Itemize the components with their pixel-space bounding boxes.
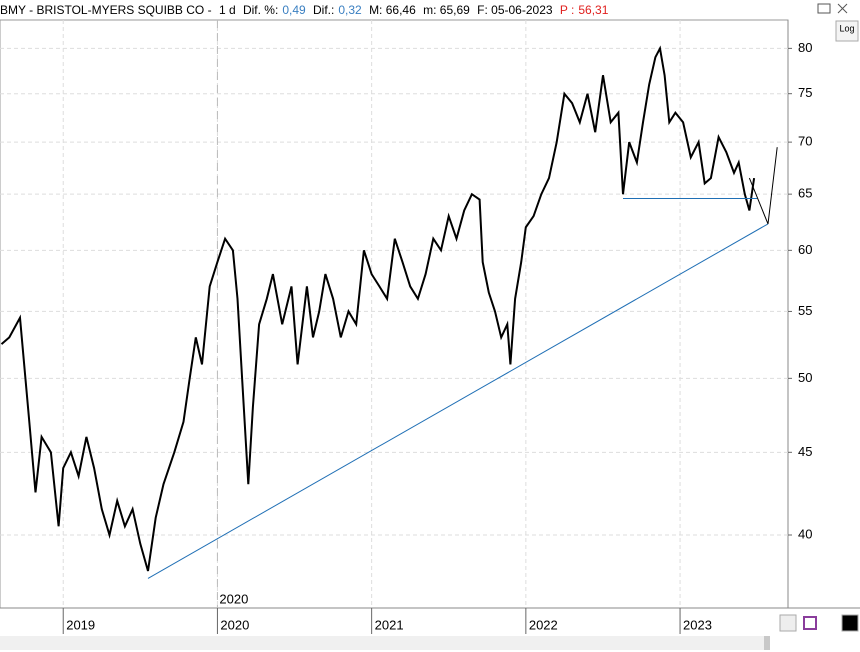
dif: 0,32 bbox=[338, 3, 362, 17]
p: 56,31 bbox=[578, 3, 609, 17]
dif-label: Dif.: bbox=[313, 3, 335, 17]
drawn-line bbox=[147, 223, 769, 579]
y-tick-label: 65 bbox=[798, 186, 812, 201]
min: m: 65,69 bbox=[423, 3, 470, 17]
y-tick-label: 40 bbox=[798, 526, 812, 541]
y-tick-label: 45 bbox=[798, 444, 812, 459]
scroll-thumb[interactable] bbox=[764, 636, 770, 650]
dif-pct-label: Dif. %: bbox=[242, 3, 279, 17]
color-button[interactable] bbox=[841, 614, 859, 632]
price-line bbox=[0, 45, 756, 572]
symbol: BMY - BRISTOL-MYERS SQUIBB CO - bbox=[0, 3, 212, 17]
drawn-line bbox=[748, 147, 778, 225]
tool-button[interactable] bbox=[779, 614, 797, 632]
date: F: 05-06-2023 bbox=[477, 3, 553, 17]
header-bar: BMY - BRISTOL-MYERS SQUIBB CO - 1 d Dif.… bbox=[0, 0, 860, 20]
y-tick-label: 80 bbox=[798, 40, 812, 55]
y-tick-label: 60 bbox=[798, 242, 812, 257]
maximize-icon[interactable] bbox=[817, 3, 831, 14]
save-button[interactable] bbox=[803, 616, 817, 630]
log-button-label[interactable]: Log bbox=[839, 23, 854, 33]
x-tick-label: 2022 bbox=[529, 617, 558, 632]
x-tick-label: 2019 bbox=[66, 617, 95, 632]
p-label: P : bbox=[559, 3, 575, 17]
close-icon[interactable] bbox=[837, 3, 848, 14]
y-tick-label: 75 bbox=[798, 85, 812, 100]
x-tick-label: 2020 bbox=[220, 617, 249, 632]
y-tick-label: 50 bbox=[798, 370, 812, 385]
max: M: 66,46 bbox=[369, 3, 416, 17]
plot-frame bbox=[0, 19, 789, 609]
log-button[interactable] bbox=[835, 20, 859, 42]
period: 1 d bbox=[218, 3, 236, 17]
scrollbar[interactable] bbox=[0, 636, 770, 650]
dif-pct: 0,49 bbox=[282, 3, 306, 17]
x-tick-label: 2023 bbox=[683, 617, 712, 632]
date-marker-label: 2020 bbox=[219, 591, 248, 606]
y-tick-label: 70 bbox=[798, 134, 812, 149]
x-tick-label: 2021 bbox=[375, 617, 404, 632]
y-tick-label: 55 bbox=[798, 303, 812, 318]
